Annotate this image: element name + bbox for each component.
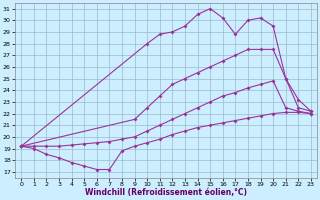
- X-axis label: Windchill (Refroidissement éolien,°C): Windchill (Refroidissement éolien,°C): [85, 188, 247, 197]
